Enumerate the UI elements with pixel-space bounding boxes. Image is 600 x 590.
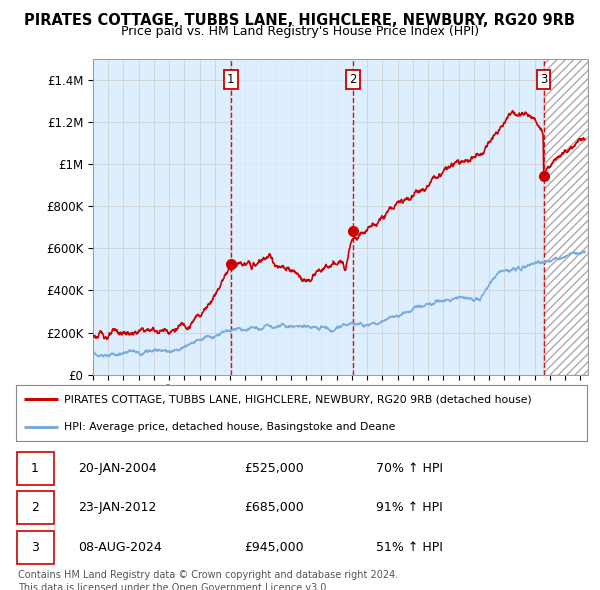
Text: HPI: Average price, detached house, Basingstoke and Deane: HPI: Average price, detached house, Basi… xyxy=(64,422,395,432)
Text: 2: 2 xyxy=(31,501,39,514)
Text: 91% ↑ HPI: 91% ↑ HPI xyxy=(376,501,443,514)
Text: 51% ↑ HPI: 51% ↑ HPI xyxy=(376,540,443,554)
Text: 1: 1 xyxy=(227,73,235,86)
FancyBboxPatch shape xyxy=(16,385,587,441)
Text: PIRATES COTTAGE, TUBBS LANE, HIGHCLERE, NEWBURY, RG20 9RB (detached house): PIRATES COTTAGE, TUBBS LANE, HIGHCLERE, … xyxy=(64,394,532,404)
Text: PIRATES COTTAGE, TUBBS LANE, HIGHCLERE, NEWBURY, RG20 9RB: PIRATES COTTAGE, TUBBS LANE, HIGHCLERE, … xyxy=(25,13,575,28)
Text: 08-AUG-2024: 08-AUG-2024 xyxy=(78,540,162,554)
Text: 23-JAN-2012: 23-JAN-2012 xyxy=(78,501,157,514)
Bar xyxy=(231,59,353,375)
FancyBboxPatch shape xyxy=(17,491,54,525)
Text: Contains HM Land Registry data © Crown copyright and database right 2024.: Contains HM Land Registry data © Crown c… xyxy=(18,570,398,580)
Text: £945,000: £945,000 xyxy=(244,540,304,554)
FancyBboxPatch shape xyxy=(17,530,54,564)
Text: Price paid vs. HM Land Registry's House Price Index (HPI): Price paid vs. HM Land Registry's House … xyxy=(121,25,479,38)
Text: 2: 2 xyxy=(349,73,356,86)
Text: 70% ↑ HPI: 70% ↑ HPI xyxy=(376,461,443,475)
Text: 3: 3 xyxy=(540,73,548,86)
FancyBboxPatch shape xyxy=(17,451,54,485)
Text: 1: 1 xyxy=(31,461,39,475)
Text: This data is licensed under the Open Government Licence v3.0.: This data is licensed under the Open Gov… xyxy=(18,583,329,590)
Text: 3: 3 xyxy=(31,540,39,554)
Text: £525,000: £525,000 xyxy=(244,461,304,475)
Text: £685,000: £685,000 xyxy=(244,501,304,514)
Text: 20-JAN-2004: 20-JAN-2004 xyxy=(78,461,157,475)
Bar xyxy=(544,59,588,375)
